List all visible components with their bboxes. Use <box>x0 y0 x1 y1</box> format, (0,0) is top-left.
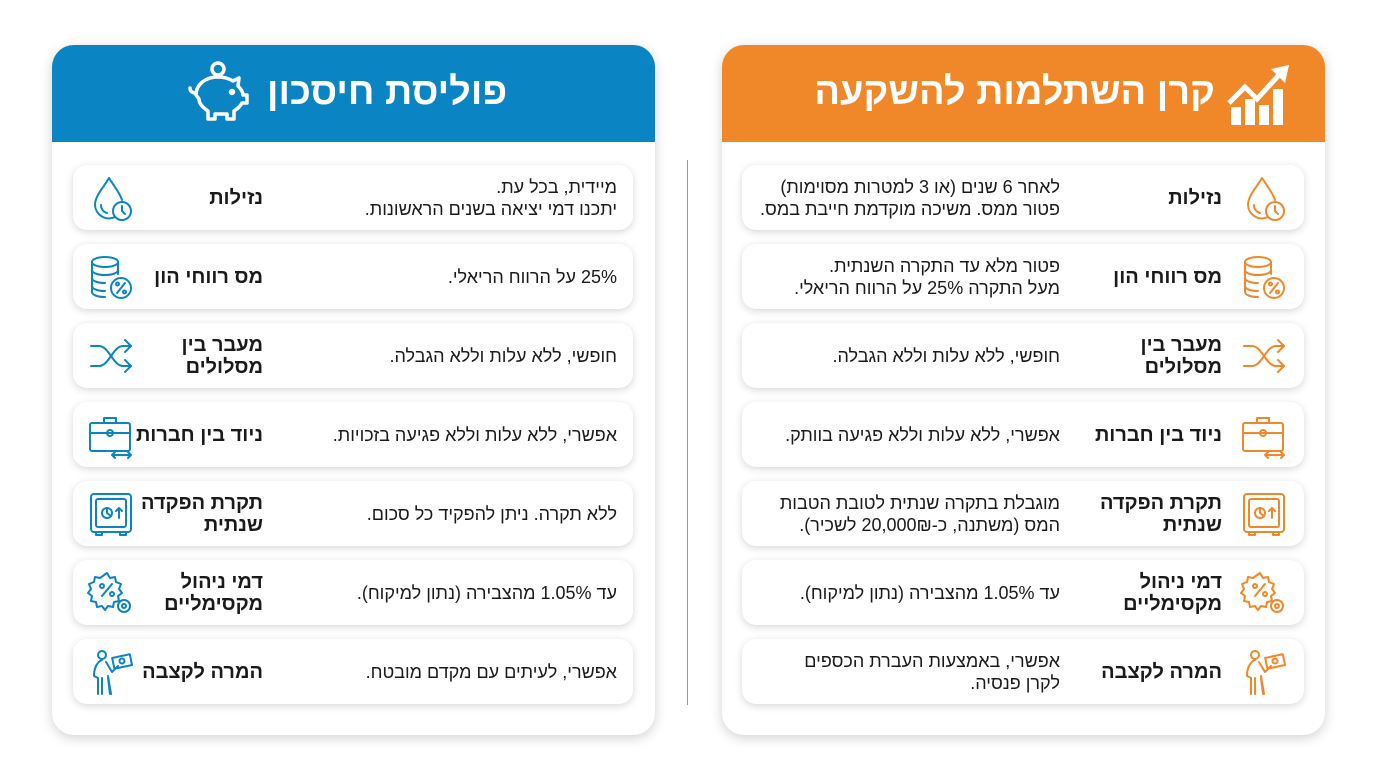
row-liquidity: נזילות מיידית, בכל עת. יתכנו דמי יציאה בש… <box>73 165 633 230</box>
row-description: אפשרי, באמצעות העברת הכספים לקרן פנסיה. <box>804 650 1060 693</box>
shuffle-icon <box>1243 339 1285 373</box>
gear-percent-icon <box>87 572 131 613</box>
row-annual-deposit-cap: תקרת הפקדה שנתית ללא תקרה. ניתן להפקיד כל… <box>73 481 633 546</box>
row-label: מעבר בין מסלולים <box>1140 333 1222 378</box>
row-label: דמי ניהול מקסימליים <box>164 570 263 615</box>
row-description: אפשרי, לעיתים עם מקדם מובטח. <box>365 661 617 682</box>
row-label: נזילות <box>1168 186 1222 209</box>
row-label: המרה לקצבה <box>1101 660 1222 683</box>
row-description: פטור מלא עד התקרה השנתית. מעל התקרה 25% … <box>794 255 1060 298</box>
row-liquidity: נזילות לאחר 6 שנים (או 3 למטרות מסוימות) … <box>742 165 1304 230</box>
panel-title: קרן השתלמות להשקעה <box>814 71 1215 113</box>
row-description: חופשי, ללא עלות וללא הגבלה. <box>389 345 617 366</box>
briefcase-transfer-icon <box>1242 417 1285 459</box>
gear-percent-icon <box>1240 572 1284 613</box>
row-capital-gains-tax: מס רווחי הון 25% על הרווח הריאלי. <box>73 244 633 309</box>
row-label: מס רווחי הון <box>154 265 263 288</box>
row-label: נזילות <box>209 186 263 209</box>
row-label: ניוד בין חברות <box>135 423 263 446</box>
row-label: תקרת הפקדה שנתית <box>1099 491 1222 536</box>
row-description: חופשי, ללא עלות וללא הגבלה. <box>832 345 1060 366</box>
safe-icon <box>1243 493 1285 536</box>
coins-percent-icon <box>91 256 132 299</box>
elderly-money-icon <box>93 650 134 695</box>
row-label: מס רווחי הון <box>1113 265 1222 288</box>
row-label: תקרת הפקדה שנתית <box>140 491 263 536</box>
savings-policy-panel: פוליסת חיסכון נזילות מיידית, בכל עת. יתכנ… <box>52 45 655 735</box>
row-annual-deposit-cap: תקרת הפקדה שנתית מוגבלת בתקרה שנתית לטובת… <box>742 481 1304 546</box>
row-track-switching: מעבר בין מסלולים חופשי, ללא עלות וללא הגב… <box>742 323 1304 388</box>
piggy-bank-icon <box>188 61 249 121</box>
elderly-money-icon <box>1246 650 1287 695</box>
row-capital-gains-tax: מס רווחי הון פטור מלא עד התקרה השנתית. מע… <box>742 244 1304 309</box>
panel-title: פוליסת חיסכון <box>267 71 508 113</box>
row-description: עד 1.05% מהצבירה (נתון למיקוח). <box>356 582 617 603</box>
row-description: מיידית, בכל עת. יתכנו דמי יציאה בשנים הר… <box>364 176 617 219</box>
row-annuity-conversion: המרה לקצבה אפשרי, לעיתים עם מקדם מובטח. <box>73 639 633 704</box>
row-description: אפשרי, ללא עלות וללא פגיעה בוותק. <box>785 424 1060 445</box>
row-company-transfer: ניוד בין חברות אפשרי, ללא עלות וללא פגיעה… <box>73 402 633 467</box>
savings-policy-header: פוליסת חיסכון <box>52 45 655 142</box>
row-description: לאחר 6 שנים (או 3 למטרות מסוימות) פטור מ… <box>760 176 1060 219</box>
row-company-transfer: ניוד בין חברות אפשרי, ללא עלות וללא פגיעה… <box>742 402 1304 467</box>
droplet-clock-icon <box>94 177 132 221</box>
row-label: ניוד בין חברות <box>1094 423 1222 446</box>
study-fund-panel: קרן השתלמות להשקעה נזילות לאחר 6 שנים (או… <box>722 45 1325 735</box>
row-description: מוגבלת בתקרה שנתית לטובת הטבות המס (משתנ… <box>779 492 1060 535</box>
row-description: אפשרי, ללא עלות וללא פגיעה בזכויות. <box>332 424 617 445</box>
briefcase-transfer-icon <box>89 417 132 459</box>
safe-icon <box>90 493 132 536</box>
row-label: המרה לקצבה <box>142 660 263 683</box>
study-fund-header: קרן השתלמות להשקעה <box>722 45 1325 142</box>
row-track-switching: מעבר בין מסלולים חופשי, ללא עלות וללא הגב… <box>73 323 633 388</box>
row-description: עד 1.05% מהצבירה (נתון למיקוח). <box>799 582 1060 603</box>
shuffle-icon <box>90 339 132 373</box>
droplet-clock-icon <box>1247 177 1285 221</box>
divider <box>687 160 688 705</box>
coins-percent-icon <box>1244 256 1285 299</box>
row-description: ללא תקרה. ניתן להפקיד כל סכום. <box>366 503 617 524</box>
row-label: דמי ניהול מקסימליים <box>1123 570 1222 615</box>
row-max-management-fees: דמי ניהול מקסימליים עד 1.05% מהצבירה (נתו… <box>73 560 633 625</box>
row-description: 25% על הרווח הריאלי. <box>447 266 617 287</box>
row-max-management-fees: דמי ניהול מקסימליים עד 1.05% מהצבירה (נתו… <box>742 560 1304 625</box>
row-label: מעבר בין מסלולים <box>181 333 263 378</box>
row-annuity-conversion: המרה לקצבה אפשרי, באמצעות העברת הכספים לק… <box>742 639 1304 704</box>
growth-chart-icon <box>1227 65 1289 125</box>
